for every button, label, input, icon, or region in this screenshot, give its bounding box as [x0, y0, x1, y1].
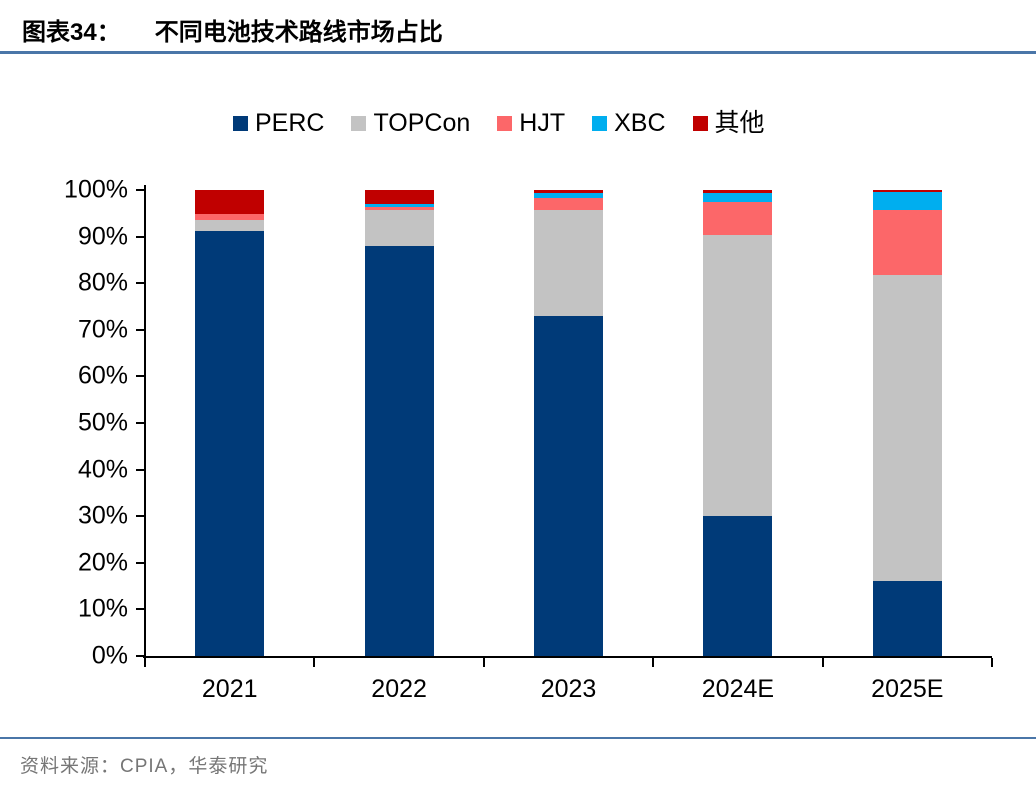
- x-axis-label-2023: 2023: [540, 675, 597, 703]
- bar-segment-2023-HJT: [534, 198, 604, 210]
- y-axis-tick-label: 100%: [64, 175, 128, 204]
- y-axis-tick: [136, 468, 145, 471]
- stacked-bar-2022: [364, 190, 434, 656]
- bar-segment-2025E-其他: [872, 190, 942, 192]
- bar-segment-2025E-HJT: [872, 210, 942, 276]
- x-axis-label-2024E: 2024E: [701, 675, 775, 703]
- bar-column-2022: [314, 190, 483, 656]
- legend-item-XBC: XBC: [592, 109, 666, 137]
- bar-segment-2025E-TOPCon: [872, 275, 942, 582]
- bar-segment-2025E-PERC: [872, 581, 942, 656]
- legend-marker-icon: [592, 116, 608, 131]
- y-axis-tick-label: 20%: [77, 548, 128, 577]
- y-axis-tick-label: 40%: [77, 455, 128, 484]
- legend-label: XBC: [614, 109, 666, 137]
- header-divider: [0, 51, 1036, 54]
- bar-segment-2022-其他: [364, 190, 434, 205]
- y-axis-tick-label: 80%: [77, 268, 128, 297]
- x-axis-label-2021: 2021: [201, 675, 258, 703]
- bar-segment-2024E-其他: [703, 190, 773, 193]
- y-axis-tick-label: 0%: [91, 641, 128, 670]
- legend-marker-icon: [497, 116, 513, 131]
- x-axis-label-2025E: 2025E: [871, 675, 944, 703]
- stacked-bar-2023: [534, 190, 604, 656]
- source-note: 资料来源：CPIA，华泰研究: [20, 756, 269, 777]
- bar-segment-2021-TOPCon: [195, 220, 265, 232]
- bar-column-2023: [484, 190, 653, 656]
- y-axis-tick: [136, 608, 145, 611]
- bar-column-2024E: [653, 190, 822, 656]
- y-axis-tick: [136, 328, 145, 331]
- bar-segment-2024E-HJT: [703, 202, 773, 235]
- y-axis-tick-label: 90%: [77, 222, 128, 251]
- y-axis-tick: [136, 515, 145, 518]
- legend-item-HJT: HJT: [497, 111, 565, 136]
- stacked-bar-2021: [195, 190, 265, 656]
- bar-segment-2023-PERC: [534, 315, 604, 656]
- y-axis-tick: [136, 189, 145, 191]
- figure-title: 不同电池技术路线市场占比: [154, 19, 443, 46]
- x-axis-tick: [313, 658, 316, 667]
- bar-segment-2023-XBC: [534, 192, 604, 199]
- figure-header: 图表34： 不同电池技术路线市场占比: [22, 12, 443, 47]
- x-axis-tick: [482, 658, 485, 667]
- footer-divider: [0, 737, 1036, 739]
- x-axis-tick: [144, 658, 146, 667]
- legend-marker-icon: [233, 116, 248, 131]
- chart-legend: PERC TOPCon HJT XBC 其他: [233, 111, 765, 136]
- bar-segment-2024E-TOPCon: [703, 234, 773, 517]
- bar-segment-2023-其他: [534, 190, 604, 193]
- bar-segment-2021-PERC: [195, 231, 265, 656]
- bar-segment-2025E-XBC: [872, 191, 942, 211]
- x-axis-tick: [652, 658, 655, 667]
- legend-label: HJT: [519, 109, 566, 137]
- bar-segment-2022-XBC: [364, 204, 434, 208]
- y-axis-tick: [136, 375, 145, 378]
- y-axis-line: [144, 185, 146, 658]
- y-axis-tick-label: 60%: [77, 361, 128, 390]
- x-axis-line: [143, 656, 992, 658]
- figure-label: 图表34：: [22, 19, 121, 46]
- bar-column-2021: [145, 190, 314, 656]
- bar-segment-2022-TOPCon: [364, 210, 434, 246]
- legend-item-其他: 其他: [692, 109, 765, 137]
- y-axis-tick: [136, 655, 145, 657]
- bar-column-2025E: [823, 190, 992, 656]
- plot-area: [145, 190, 992, 656]
- legend-item-TOPCon: TOPCon: [351, 111, 470, 136]
- x-axis-labels: 2021 2022 2023 2024E 2025E: [145, 674, 992, 704]
- bar-segment-2021-HJT: [195, 214, 265, 221]
- legend-marker-icon: [351, 116, 367, 131]
- y-axis-tick: [136, 422, 145, 424]
- y-axis-tick: [136, 235, 145, 238]
- y-axis-tick-label: 10%: [77, 594, 128, 623]
- stacked-bar-chart: PERC TOPCon HJT XBC 其他 100% 90% 80% 70% 60% 50% 40…: [0, 90, 1036, 720]
- bar-segment-2024E-PERC: [703, 516, 773, 656]
- y-axis-tick-label: 50%: [77, 408, 128, 437]
- y-axis-labels: 100% 90% 80% 70% 60% 50% 40% 30% 20% 10% 0%: [0, 177, 128, 668]
- stacked-bar-2025E: [872, 190, 942, 656]
- legend-label: 其他: [714, 109, 765, 137]
- x-axis-tick: [821, 658, 824, 667]
- bar-segment-2024E-XBC: [703, 192, 773, 203]
- x-axis-ticks: [144, 658, 993, 667]
- y-axis-tick-label: 70%: [77, 315, 128, 344]
- legend-item-PERC: PERC: [233, 111, 324, 136]
- y-axis-tick-label: 30%: [77, 501, 128, 530]
- x-axis-label-2022: 2022: [371, 675, 427, 703]
- y-axis-ticks: [136, 189, 145, 657]
- stacked-bar-2024E: [703, 190, 773, 656]
- bar-segment-2021-其他: [195, 190, 265, 215]
- bar-segment-2022-HJT: [364, 207, 434, 211]
- bar-segment-2023-TOPCon: [534, 209, 604, 316]
- legend-marker-icon: [692, 116, 708, 131]
- bar-segment-2022-PERC: [364, 245, 434, 656]
- x-axis-tick: [991, 658, 993, 667]
- legend-label: PERC: [255, 109, 325, 137]
- y-axis-tick: [136, 282, 145, 285]
- y-axis-tick: [136, 561, 145, 564]
- legend-label: TOPCon: [373, 109, 471, 137]
